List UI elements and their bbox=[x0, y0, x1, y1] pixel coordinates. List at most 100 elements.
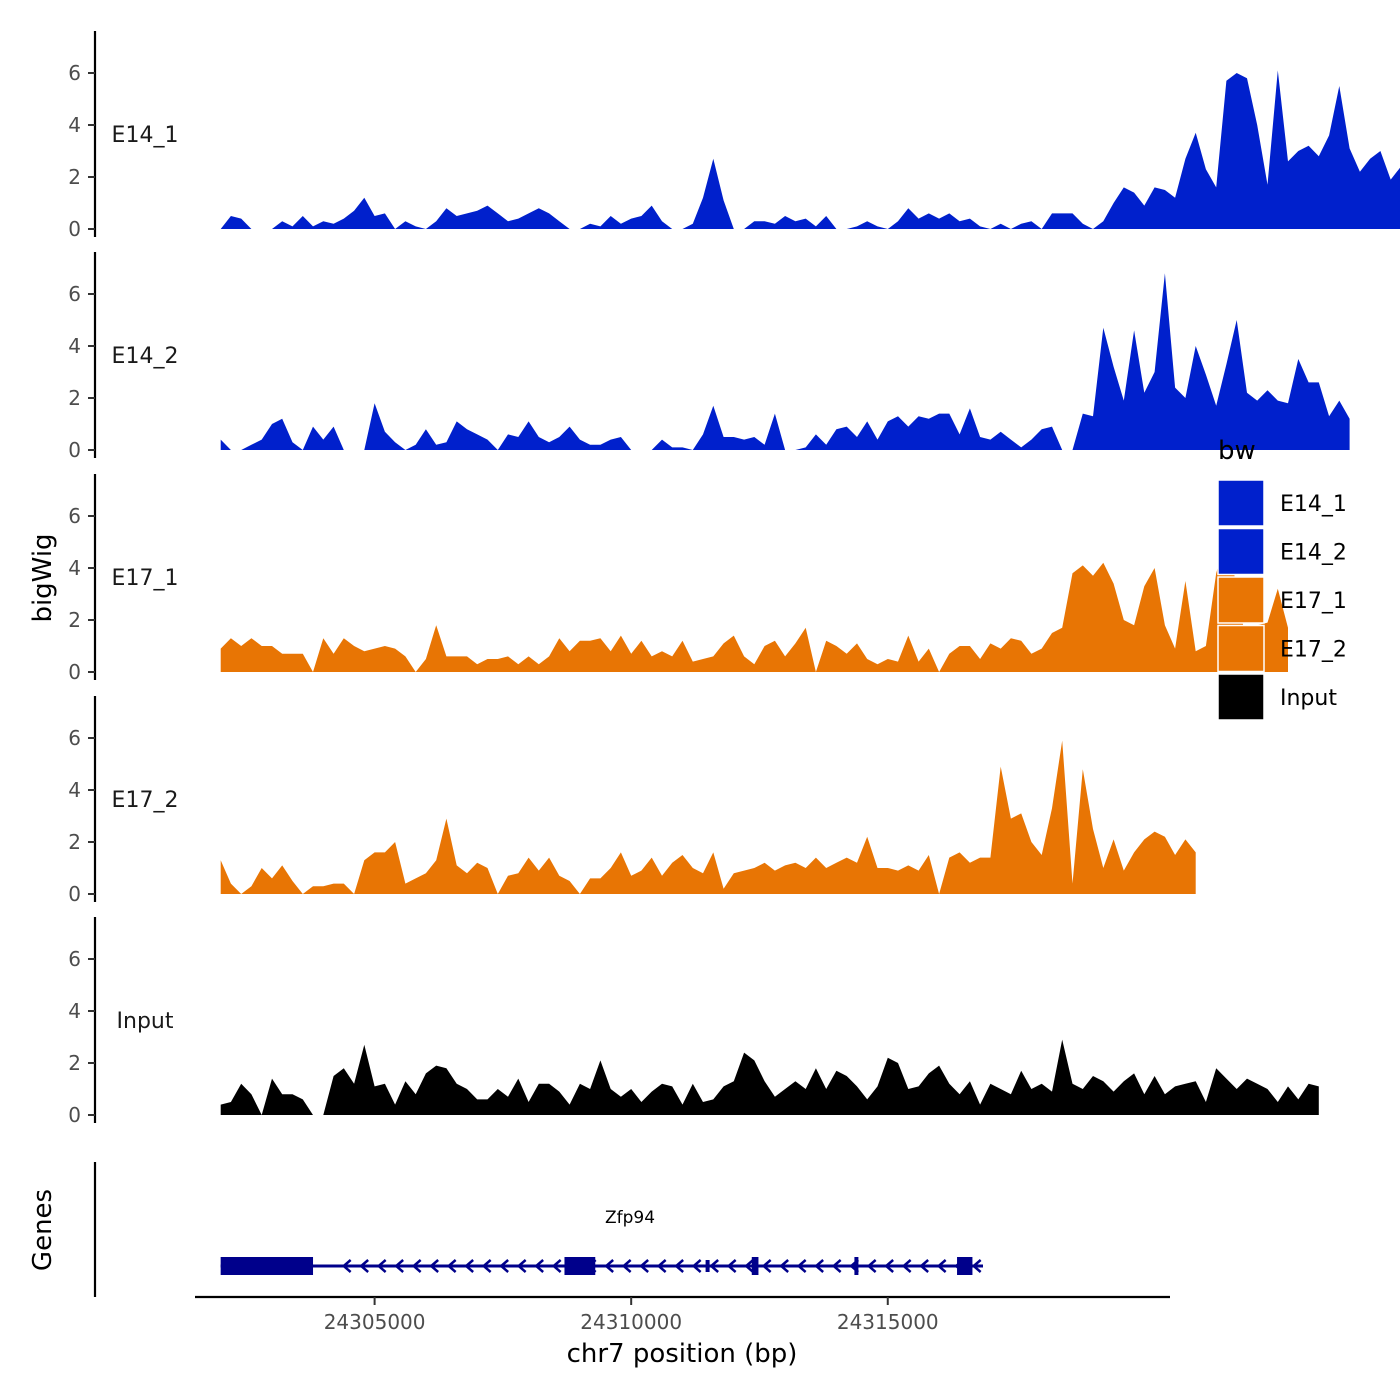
strand-arrow-icon bbox=[761, 1259, 772, 1273]
x-axis: 24305000 24310000 24315000 chr7 position (… bbox=[195, 1295, 1170, 1369]
strand-arrow-icon bbox=[779, 1259, 789, 1273]
strand-arrow-icon bbox=[464, 1259, 474, 1273]
y-tick-label: 2 bbox=[68, 608, 81, 632]
y-tick-label: 4 bbox=[68, 113, 81, 137]
legend-label: E17_1 bbox=[1280, 589, 1347, 614]
track-e17-2: 0 2 4 6 E17_2 bbox=[68, 696, 1196, 906]
strand-arrow-icon bbox=[709, 1259, 719, 1273]
y-tick-label: 6 bbox=[68, 726, 81, 750]
y-tick-label: 4 bbox=[68, 556, 81, 580]
gene-exon bbox=[957, 1257, 973, 1275]
track-label: E14_2 bbox=[112, 344, 179, 369]
strand-arrow-icon bbox=[866, 1259, 877, 1273]
legend-label: E17_2 bbox=[1280, 638, 1347, 663]
track-input: 0 2 4 6 Input bbox=[68, 917, 1319, 1127]
strand-arrow-icon bbox=[901, 1259, 912, 1273]
x-tick-label: 24305000 bbox=[324, 1310, 426, 1334]
signal-area-e14-1 bbox=[220, 70, 1400, 229]
signal-area-input bbox=[220, 1039, 1319, 1115]
y-tick-label: 4 bbox=[68, 334, 81, 358]
genes-axis-title: Genes bbox=[28, 1189, 58, 1271]
x-tick-label: 24315000 bbox=[837, 1310, 939, 1334]
strand-arrow-icon bbox=[656, 1259, 667, 1273]
strand-arrow-icon bbox=[376, 1259, 387, 1273]
signal-area-e14-2 bbox=[220, 273, 1350, 450]
gene-model bbox=[220, 1257, 983, 1275]
strand-arrow-icon bbox=[936, 1259, 947, 1273]
legend-items: E14_1 E14_2 E17_1 E17_2 Input bbox=[1217, 479, 1347, 721]
strand-arrow-icon bbox=[919, 1259, 929, 1273]
strand-arrow-icon bbox=[604, 1259, 614, 1273]
strand-arrow-icon bbox=[639, 1259, 649, 1273]
y-tick-label: 6 bbox=[68, 504, 81, 528]
track-e14-2: 0 2 4 6 E14_2 bbox=[68, 252, 1350, 462]
strand-arrow-icon bbox=[726, 1259, 737, 1273]
x-axis-ticks: 24305000 24310000 24315000 bbox=[324, 1297, 939, 1334]
y-tick-label: 0 bbox=[68, 1103, 81, 1127]
strand-arrow-icon bbox=[971, 1259, 982, 1273]
legend-label: E14_2 bbox=[1280, 541, 1347, 566]
strand-arrow-icon bbox=[744, 1259, 754, 1273]
y-tick-label: 6 bbox=[68, 282, 81, 306]
track-label: E14_1 bbox=[112, 123, 179, 148]
track-label: Input bbox=[117, 1009, 174, 1034]
strand-arrow-icon bbox=[516, 1259, 527, 1273]
y-tick-label: 2 bbox=[68, 386, 81, 410]
strand-arrow-icon bbox=[359, 1259, 369, 1273]
gene-exon bbox=[705, 1260, 710, 1272]
legend-label: Input bbox=[1280, 686, 1337, 711]
y-tick-label: 6 bbox=[68, 61, 81, 85]
signal-area-e17-2 bbox=[220, 740, 1196, 894]
legend-swatch bbox=[1217, 527, 1265, 576]
strand-arrow-icon bbox=[429, 1259, 439, 1273]
y-tick-label: 6 bbox=[68, 947, 81, 971]
y-tick-label: 0 bbox=[68, 882, 81, 906]
gene-name-label: Zfp94 bbox=[605, 1208, 655, 1228]
gene-exon bbox=[220, 1257, 314, 1275]
strand-arrow-icon bbox=[411, 1259, 422, 1273]
y-tick-label: 2 bbox=[68, 830, 81, 854]
y-tick-label: 0 bbox=[68, 438, 81, 462]
strand-arrow-icon bbox=[674, 1259, 684, 1273]
gene-exon bbox=[854, 1257, 859, 1275]
strand-arrow-icon bbox=[796, 1259, 807, 1273]
y-tick-label: 0 bbox=[68, 660, 81, 684]
y-tick-label: 4 bbox=[68, 778, 81, 802]
y-tick-label: 2 bbox=[68, 1051, 81, 1075]
strand-arrow-icon bbox=[394, 1259, 404, 1273]
signal-tracks: 0 2 4 6 E14_1 0 2 4 6 E14_2 0 2 4 6 E17_1 0 2 4 6 E17_2 0 2 4 6… bbox=[68, 31, 1400, 1127]
strand-arrow-icon bbox=[534, 1259, 544, 1273]
gene-exon bbox=[751, 1257, 759, 1275]
signal-area-e17-1 bbox=[220, 536, 1289, 672]
strand-arrow-icon bbox=[341, 1259, 352, 1273]
strand-arrow-icon bbox=[831, 1259, 842, 1273]
legend-swatch bbox=[1217, 479, 1265, 527]
legend-swatch bbox=[1217, 624, 1265, 673]
strand-arrow-icon bbox=[551, 1259, 562, 1273]
y-tick-label: 4 bbox=[68, 999, 81, 1023]
track-label: E17_2 bbox=[112, 788, 179, 813]
track-e14-1: 0 2 4 6 E14_1 bbox=[68, 31, 1400, 241]
y-tick-label: 0 bbox=[68, 217, 81, 241]
x-axis-title: chr7 position (bp) bbox=[567, 1339, 798, 1369]
y-axis-title: bigWig bbox=[28, 533, 58, 622]
track-e17-1: 0 2 4 6 E17_1 bbox=[68, 474, 1289, 684]
strand-arrow-icon bbox=[814, 1259, 824, 1273]
strand-arrow-icon bbox=[446, 1259, 457, 1273]
y-tick-label: 2 bbox=[68, 165, 81, 189]
legend-title: bw bbox=[1218, 436, 1256, 466]
legend-label: E14_1 bbox=[1280, 492, 1347, 517]
strand-arrow-icon bbox=[481, 1259, 492, 1273]
strand-arrow-icon bbox=[499, 1259, 509, 1273]
strand-arrow-icon bbox=[691, 1259, 702, 1273]
x-tick-label: 24310000 bbox=[580, 1310, 682, 1334]
strand-arrow-icon bbox=[621, 1259, 632, 1273]
gene-panel: Genes Zfp94 bbox=[28, 1162, 983, 1297]
track-label: E17_1 bbox=[112, 566, 179, 591]
legend-swatch bbox=[1217, 576, 1265, 624]
legend-swatch bbox=[1217, 673, 1265, 721]
gene-exon bbox=[564, 1257, 596, 1275]
legend: bw E14_1 E14_2 E17_1 E17_2 Input bbox=[1217, 436, 1347, 721]
strand-arrow-icon bbox=[884, 1259, 894, 1273]
